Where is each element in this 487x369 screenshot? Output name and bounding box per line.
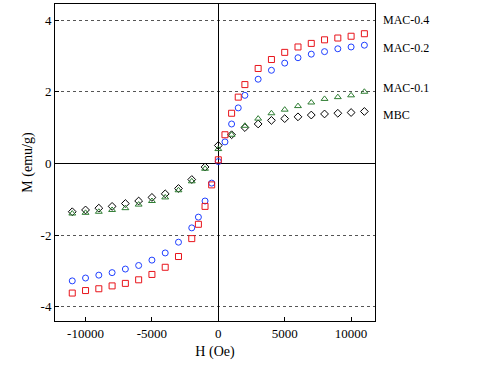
svg-text:-5000: -5000: [137, 326, 167, 341]
svg-text:-10000: -10000: [67, 326, 104, 341]
svg-text:MAC-0.4: MAC-0.4: [383, 13, 429, 27]
svg-text:MBC: MBC: [383, 108, 410, 122]
svg-text:10000: 10000: [335, 326, 368, 341]
svg-text:4: 4: [45, 13, 52, 28]
svg-text:2: 2: [45, 84, 52, 99]
svg-text:-4: -4: [41, 299, 52, 314]
svg-text:5000: 5000: [272, 326, 298, 341]
svg-text:0: 0: [215, 326, 222, 341]
svg-text:0: 0: [45, 156, 52, 171]
svg-text:H (Oe): H (Oe): [195, 344, 235, 360]
svg-text:MAC-0.1: MAC-0.1: [383, 81, 429, 95]
svg-text:M (emu/g): M (emu/g): [20, 132, 36, 193]
svg-text:-2: -2: [41, 228, 52, 243]
svg-text:MAC-0.2: MAC-0.2: [383, 41, 429, 55]
